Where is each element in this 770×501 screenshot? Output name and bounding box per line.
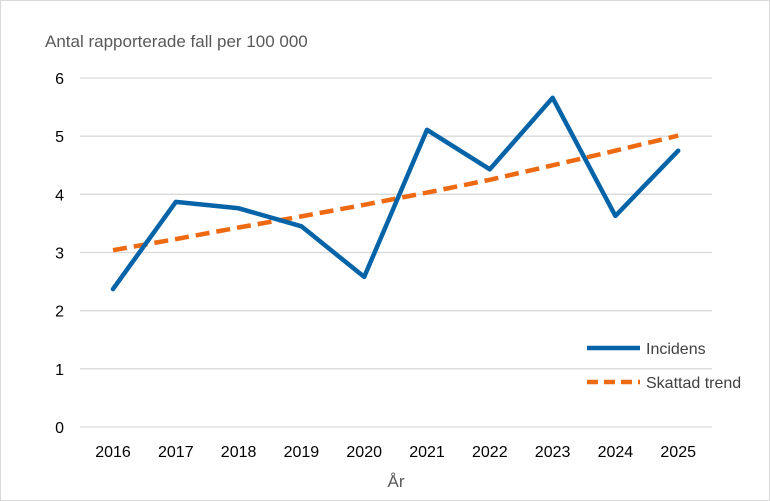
y-tick-6: 6 [55, 71, 64, 88]
y-tick-2: 2 [55, 304, 64, 321]
x-tick-2023: 2023 [535, 444, 571, 461]
y-tick-4: 4 [55, 187, 64, 204]
series-line-incidens [110, 95, 681, 292]
y-tick-0: 0 [55, 420, 64, 437]
y-tick-labels: 0 1 2 3 4 5 6 [55, 71, 64, 437]
x-tick-2019: 2019 [284, 444, 320, 461]
x-tick-2024: 2024 [598, 444, 634, 461]
x-tick-2018: 2018 [221, 444, 257, 461]
gridlines [80, 77, 712, 428]
x-tick-2025: 2025 [660, 444, 696, 461]
x-tick-2017: 2017 [158, 444, 194, 461]
series-lines [110, 95, 681, 292]
x-tick-2016: 2016 [95, 444, 131, 461]
x-tick-2022: 2022 [472, 444, 508, 461]
x-axis-title: År [388, 472, 405, 491]
y-tick-3: 3 [55, 246, 64, 263]
series-line-skattad-trend [112, 133, 679, 253]
legend-label-incidens: Incidens [646, 341, 706, 358]
y-tick-5: 5 [55, 129, 64, 146]
x-tick-2021: 2021 [409, 444, 445, 461]
x-tick-labels: 2016 2017 2018 2019 2020 2021 2022 2023 2024 2025 [95, 444, 696, 461]
legend-label-skattad-trend: Skattad trend [646, 375, 741, 392]
y-axis-title: Antal rapporterade fall per 100 000 [45, 32, 308, 51]
x-tick-2020: 2020 [346, 444, 382, 461]
legend: Incidens Skattad trend [587, 341, 741, 392]
y-tick-1: 1 [55, 362, 64, 379]
